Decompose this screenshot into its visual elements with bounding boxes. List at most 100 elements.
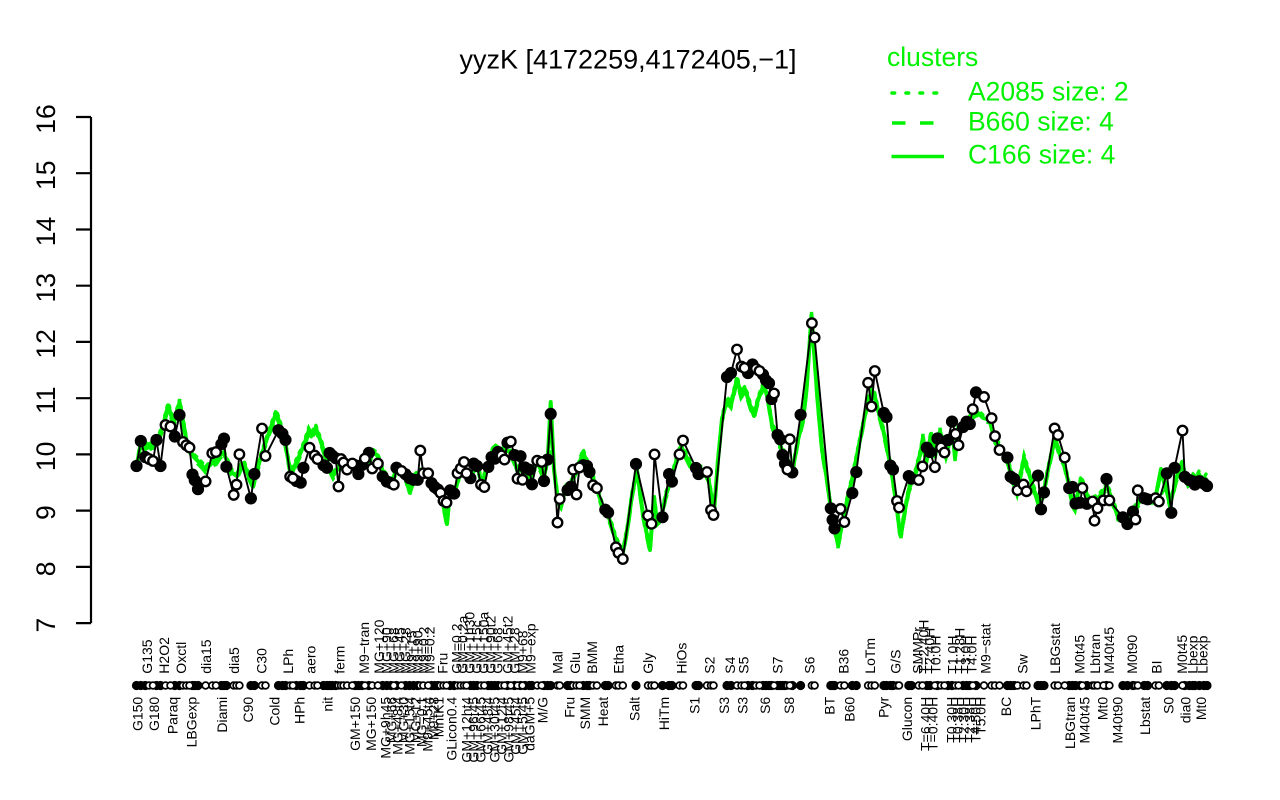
svg-text:M/G: M/G (534, 697, 550, 723)
svg-text:yyzK [4172259,4172405,−1]: yyzK [4172259,4172405,−1] (459, 45, 796, 75)
svg-text:GLicon0.4: GLicon0.4 (444, 697, 460, 761)
svg-text:12: 12 (31, 329, 61, 358)
svg-text:GM+12ht4: GM+12ht4 (459, 697, 475, 763)
svg-text:BT: BT (821, 696, 837, 714)
svg-text:T4.0H: T4.0H (964, 636, 980, 674)
svg-text:H2O2: H2O2 (156, 637, 172, 674)
svg-text:BI: BI (1149, 660, 1165, 673)
svg-text:HPh: HPh (291, 697, 307, 724)
svg-text:LoTm: LoTm (862, 638, 878, 674)
svg-text:S2: S2 (702, 656, 718, 673)
svg-text:daGM+5: daGM+5 (522, 697, 538, 751)
svg-text:clusters: clusters (887, 42, 978, 72)
svg-text:LBGexp: LBGexp (184, 697, 200, 748)
svg-text:S1: S1 (686, 697, 702, 714)
svg-text:Lbstat: Lbstat (1137, 697, 1153, 735)
svg-text:HiOs: HiOs (674, 643, 690, 674)
svg-text:S3: S3 (716, 697, 732, 714)
svg-text:Oxctl: Oxctl (173, 642, 189, 674)
svg-text:T0.0H: T0.0H (928, 636, 944, 674)
svg-text:GM+150: GM+150 (347, 697, 363, 751)
svg-text:G180: G180 (146, 697, 162, 731)
svg-text:S7: S7 (770, 656, 786, 673)
svg-text:S5: S5 (736, 656, 752, 673)
svg-text:T4.50H: T4.50H (968, 697, 984, 743)
svg-text:S0: S0 (1160, 697, 1176, 714)
svg-text:M9−stat: M9−stat (977, 623, 993, 673)
svg-text:T2.38H: T2.38H (962, 697, 978, 743)
svg-text:10: 10 (31, 442, 61, 471)
svg-text:GM+1h30: GM+1h30 (462, 612, 478, 674)
svg-text:Mal: Mal (550, 651, 566, 674)
svg-text:MG+120: MG+120 (371, 619, 387, 673)
svg-text:LBGstat: LBGstat (1047, 623, 1063, 674)
svg-text:LPh: LPh (280, 649, 296, 674)
svg-text:T1.28H: T1.28H (952, 628, 968, 674)
svg-text:GM=0.2a: GM=0.2a (455, 616, 471, 674)
svg-text:GM+150a: GM+150a (476, 612, 492, 674)
svg-text:T0.30H: T0.30H (944, 697, 960, 743)
svg-text:T2.40H: T2.40H (922, 628, 938, 674)
svg-text:M40t45: M40t45 (1101, 627, 1117, 674)
svg-text:GM+90t2: GM+90t2 (483, 616, 499, 674)
svg-text:Gly: Gly (640, 653, 656, 674)
svg-text:Etha: Etha (611, 645, 627, 674)
svg-text:GM+5t45: GM+5t45 (515, 697, 531, 755)
svg-text:GM+48t4: GM+48t4 (480, 697, 496, 755)
svg-text:S3: S3 (735, 697, 751, 714)
svg-text:11: 11 (31, 386, 61, 414)
svg-text:Mt0: Mt0 (1193, 697, 1209, 721)
svg-text:MG+150: MG+150 (363, 697, 379, 751)
svg-text:B36: B36 (835, 649, 851, 674)
svg-text:BMM: BMM (584, 641, 600, 674)
svg-text:GM+98t45: GM+98t45 (501, 697, 517, 763)
svg-text:S6: S6 (757, 697, 773, 714)
svg-text:LPhT: LPhT (1027, 696, 1043, 730)
svg-text:Fru: Fru (561, 697, 577, 718)
svg-text:S8: S8 (781, 697, 797, 714)
svg-text:T3.0H: T3.0H (958, 636, 974, 674)
svg-text:C90: C90 (240, 697, 256, 723)
svg-text:MG+66: MG+66 (384, 697, 400, 744)
svg-text:SMM: SMM (577, 697, 593, 730)
svg-text:Paraq: Paraq (164, 697, 180, 734)
svg-text:GM+15c: GM+15c (469, 620, 485, 673)
svg-text:S6: S6 (801, 656, 817, 673)
svg-text:GM+45t4: GM+45t4 (508, 697, 524, 755)
svg-text:dia15: dia15 (198, 639, 214, 673)
svg-text:MG+30: MG+30 (396, 697, 412, 744)
svg-text:M40t45: M40t45 (1076, 697, 1092, 744)
svg-text:M0t45: M0t45 (1072, 635, 1088, 674)
svg-text:Heat: Heat (595, 697, 611, 727)
svg-text:Sw: Sw (1015, 653, 1031, 673)
svg-text:GM=0.2: GM=0.2 (449, 623, 465, 673)
svg-text:Lbexp: Lbexp (1194, 635, 1210, 673)
svg-text:M9+45t4: M9+45t4 (420, 697, 436, 752)
svg-text:Glu: Glu (567, 652, 583, 674)
svg-text:MG+68: MG+68 (386, 627, 402, 674)
svg-text:GM+28: GM+28 (507, 627, 523, 674)
svg-text:C166 size: 4: C166 size: 4 (968, 140, 1115, 170)
svg-text:GM+12t4: GM+12t4 (494, 697, 510, 755)
svg-text:GM+45t2: GM+45t2 (500, 616, 516, 674)
svg-text:MG=0.1: MG=0.1 (414, 697, 430, 747)
svg-text:SMMPr: SMMPr (909, 627, 925, 674)
svg-text:M0t45: M0t45 (1174, 635, 1190, 674)
svg-text:Salt: Salt (627, 697, 643, 721)
svg-text:S4: S4 (722, 656, 738, 673)
svg-text:GM+68: GM+68 (490, 627, 506, 674)
svg-text:Diami: Diami (214, 697, 230, 733)
svg-text:T=6.40H: T=6.40H (918, 697, 934, 751)
svg-text:T5.0H: T5.0H (973, 697, 989, 735)
svg-text:Pyr: Pyr (876, 696, 892, 717)
svg-text:Cold: Cold (267, 697, 283, 726)
svg-text:GM+30t45: GM+30t45 (487, 697, 503, 763)
svg-text:G135: G135 (139, 639, 155, 673)
svg-text:16: 16 (31, 104, 61, 133)
svg-text:MG+9h45: MG+9h45 (378, 697, 394, 759)
svg-text:GM+96t45: GM+96t45 (466, 697, 482, 763)
svg-text:MG+48t4: MG+48t4 (390, 697, 406, 755)
svg-text:A2085 size: 2: A2085 size: 2 (968, 77, 1129, 107)
svg-text:14: 14 (31, 217, 61, 246)
svg-text:M9+68: M9+68 (515, 630, 531, 673)
